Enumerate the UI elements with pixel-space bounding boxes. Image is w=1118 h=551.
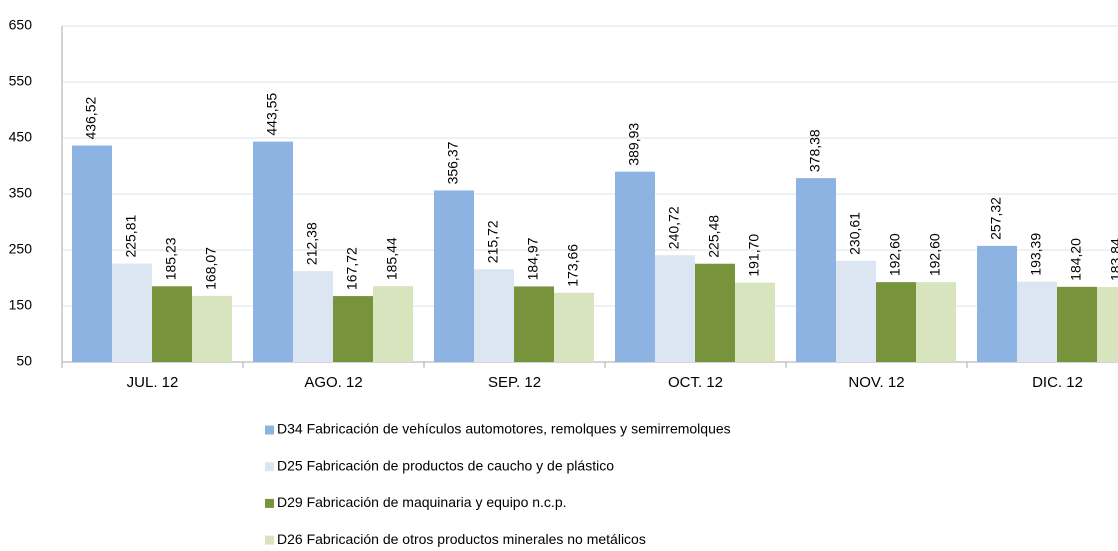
bar bbox=[836, 260, 876, 362]
y-tick-label: 350 bbox=[9, 185, 33, 201]
bar bbox=[373, 286, 413, 362]
x-tick-label: NOV. 12 bbox=[848, 374, 904, 391]
value-label: 443,55 bbox=[264, 93, 280, 136]
value-label: 185,23 bbox=[163, 237, 179, 280]
bar bbox=[434, 190, 474, 362]
bar bbox=[735, 282, 775, 362]
bar bbox=[1097, 287, 1118, 362]
value-label: 389,93 bbox=[626, 123, 642, 166]
value-label: 225,48 bbox=[706, 215, 722, 258]
value-label: 378,38 bbox=[807, 129, 823, 172]
y-tick-label: 50 bbox=[16, 353, 32, 369]
bar bbox=[1017, 281, 1057, 362]
x-tick-label: DIC. 12 bbox=[1032, 374, 1083, 391]
bar bbox=[514, 286, 554, 362]
value-label: 168,07 bbox=[203, 247, 219, 290]
bar bbox=[333, 296, 373, 362]
bar bbox=[152, 286, 192, 362]
value-label: 212,38 bbox=[304, 222, 320, 265]
bar bbox=[72, 145, 112, 362]
bar bbox=[474, 269, 514, 362]
value-label: 230,61 bbox=[847, 212, 863, 255]
value-label: 215,72 bbox=[485, 220, 501, 263]
y-tick-label: 450 bbox=[9, 129, 33, 145]
bar bbox=[615, 171, 655, 362]
bar bbox=[1057, 286, 1097, 362]
x-tick-label: SEP. 12 bbox=[488, 374, 541, 391]
value-label: 183,84 bbox=[1108, 238, 1118, 281]
y-tick-label: 250 bbox=[9, 241, 33, 257]
x-tick-label: JUL. 12 bbox=[127, 374, 179, 391]
bar bbox=[293, 271, 333, 362]
bar bbox=[192, 295, 232, 362]
bar bbox=[796, 178, 836, 362]
legend-label: D25 Fabricación de productos de caucho y… bbox=[277, 457, 614, 473]
legend-swatch bbox=[265, 498, 274, 508]
value-label: 173,66 bbox=[565, 244, 581, 287]
bar bbox=[554, 292, 594, 362]
legend-swatch bbox=[265, 535, 274, 545]
x-tick-label: AGO. 12 bbox=[304, 374, 362, 391]
x-tick-label: OCT. 12 bbox=[668, 374, 723, 391]
y-tick-label: 550 bbox=[9, 73, 33, 89]
value-label: 356,37 bbox=[445, 141, 461, 184]
value-label: 257,32 bbox=[988, 197, 1004, 240]
value-label: 192,60 bbox=[927, 233, 943, 276]
bar bbox=[876, 282, 916, 362]
value-label: 193,39 bbox=[1028, 233, 1044, 276]
legend-label: D29 Fabricación de maquinaria y equipo n… bbox=[277, 494, 567, 510]
y-tick-label: 650 bbox=[9, 17, 33, 33]
legend-swatch bbox=[265, 462, 274, 472]
bar bbox=[695, 263, 735, 362]
legend-label: D26 Fabricación de otros productos miner… bbox=[277, 531, 646, 547]
y-tick-label: 150 bbox=[9, 297, 33, 313]
value-label: 436,52 bbox=[83, 97, 99, 140]
bar bbox=[253, 141, 293, 362]
legend-swatch bbox=[265, 425, 274, 435]
legend-label: D34 Fabricación de vehículos automotores… bbox=[277, 421, 731, 437]
bar bbox=[655, 255, 695, 362]
value-label: 184,20 bbox=[1068, 238, 1084, 281]
value-label: 167,72 bbox=[344, 247, 360, 290]
value-label: 191,70 bbox=[746, 234, 762, 277]
value-label: 184,97 bbox=[525, 237, 541, 280]
bar bbox=[916, 282, 956, 362]
bar bbox=[977, 245, 1017, 362]
value-label: 225,81 bbox=[123, 215, 139, 258]
bar bbox=[112, 263, 152, 362]
value-label: 240,72 bbox=[666, 206, 682, 249]
value-label: 185,44 bbox=[384, 237, 400, 280]
value-label: 192,60 bbox=[887, 233, 903, 276]
